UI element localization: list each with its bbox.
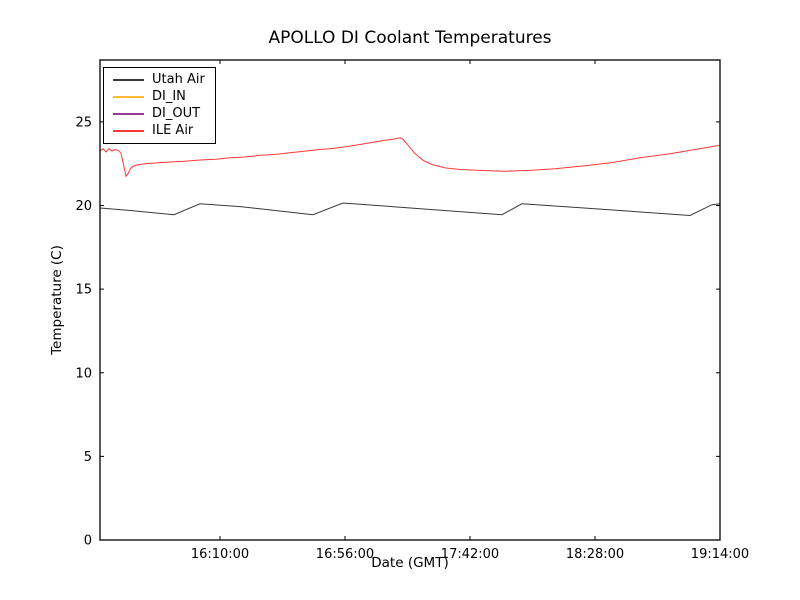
legend-item-label: DI_IN — [152, 89, 186, 104]
legend-line-swatch — [113, 130, 144, 132]
x-tick-label: 19:14:00 — [691, 547, 749, 562]
axes-frame — [99, 59, 721, 541]
legend-line-swatch — [113, 79, 144, 81]
chart-title: APOLLO DI Coolant Temperatures — [268, 28, 552, 48]
x-tick-label: 18:28:00 — [566, 547, 624, 562]
legend-line-swatch — [113, 96, 144, 98]
x-tick-label: 16:10:00 — [191, 547, 249, 562]
legend-item-label: ILE Air — [152, 123, 194, 138]
y-tick-label: 20 — [75, 199, 92, 214]
legend-line-swatch — [113, 113, 144, 115]
y-tick-label: 5 — [84, 450, 92, 465]
y-tick-label: 15 — [75, 283, 92, 298]
legend: Utah Air DI_IN DI_OUT ILE Air — [103, 67, 216, 144]
legend-item: DI_OUT — [113, 107, 205, 121]
legend-item: ILE Air — [113, 124, 205, 138]
series-line-ile-air — [99, 137, 721, 178]
legend-item: Utah Air — [113, 73, 205, 87]
y-tick-label: 25 — [75, 115, 92, 130]
legend-item: DI_IN — [113, 90, 205, 104]
x-tick-label: 17:42:00 — [441, 547, 499, 562]
legend-item-label: DI_OUT — [152, 106, 201, 121]
legend-item-label: Utah Air — [152, 72, 205, 87]
x-axis-label: Date (GMT) — [371, 555, 449, 571]
y-tick-label: 0 — [84, 534, 92, 549]
y-axis-label: Temperature (C) — [49, 245, 65, 355]
y-tick-label: 10 — [75, 366, 92, 381]
x-tick-label: 16:56:00 — [316, 547, 374, 562]
series-line-utah-air — [99, 202, 721, 217]
